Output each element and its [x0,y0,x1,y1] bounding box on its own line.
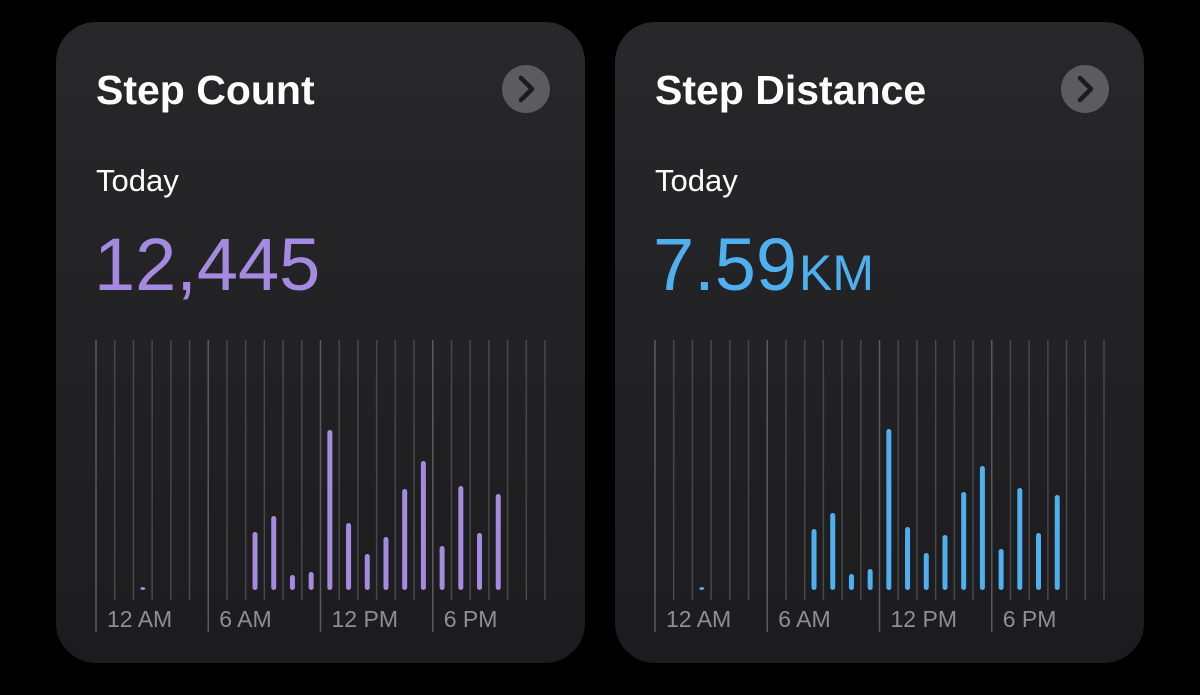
x-tick-label: 12 PM [891,606,957,632]
bar [327,430,333,590]
bar [308,572,314,590]
bar [923,553,929,590]
bar [477,533,483,590]
x-tick-label: 6 AM [219,606,271,632]
bar [811,529,817,590]
bar [439,546,445,590]
chevron-circle [1061,65,1109,113]
chevron-button[interactable] [1061,65,1109,113]
x-tick-label: 6 PM [1003,606,1057,632]
x-tick-label: 6 PM [444,606,498,632]
card-title: Step Distance [655,67,926,113]
bar [979,466,985,590]
bar [495,494,501,590]
metric-number: 12,445 [94,223,320,306]
chevron-icon [518,75,535,103]
metric-value: 7.59KM [653,223,874,306]
period-label: Today [96,163,179,198]
x-tick-label: 12 AM [107,606,172,632]
bar [942,535,948,590]
card-title: Step Count [96,67,315,113]
bar [1017,488,1023,590]
bar [961,492,967,590]
bar [886,429,892,590]
metric-number: 7.59 [653,223,797,306]
metric-value: 12,445 [94,223,320,306]
bar [458,486,464,590]
bar [140,587,146,590]
widget-card[interactable]: Step Distance Today 7.59KM 12 AM 6 AM 12 PM 6 … [615,22,1144,663]
chevron-circle [502,65,550,113]
x-tick-label: 12 PM [332,606,398,632]
bar [383,537,389,590]
bar [699,587,705,590]
widget-card[interactable]: Step Count Today 12,445 12 AM 6 AM 12 PM 6 PM [56,22,585,663]
chevron-icon [1077,75,1094,103]
x-tick-label: 6 AM [778,606,830,632]
bar [1036,533,1042,590]
bar [402,489,408,590]
bar [289,575,295,590]
bar [364,554,370,590]
bar [420,461,426,590]
period-label: Today [655,163,738,198]
bar [830,513,836,590]
metric-unit: KM [799,245,874,301]
x-tick-label: 12 AM [666,606,731,632]
chevron-button[interactable] [502,65,550,113]
bar [1054,495,1060,590]
bar [998,549,1004,590]
bar [346,523,352,590]
bar [867,569,873,590]
bar [271,516,277,590]
bar [252,532,258,590]
bar [848,574,854,590]
bar [905,527,911,590]
